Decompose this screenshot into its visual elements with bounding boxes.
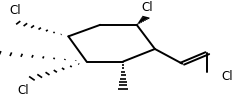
Text: Cl: Cl [17,84,29,97]
Text: Cl: Cl [141,1,153,14]
Text: Cl: Cl [9,4,21,17]
Text: Cl: Cl [221,70,233,83]
